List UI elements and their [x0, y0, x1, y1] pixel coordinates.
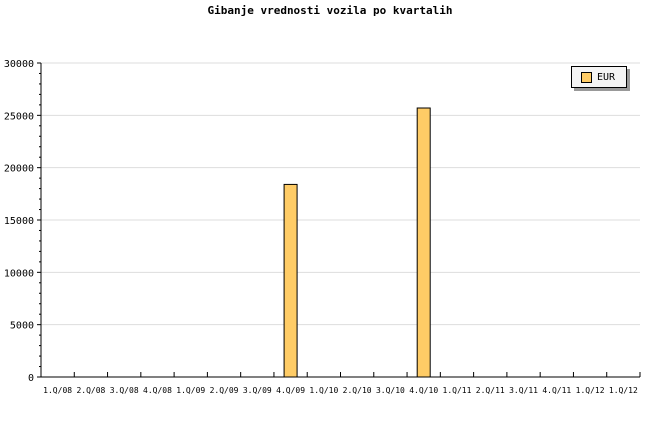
y-tick-label: 0 [28, 373, 34, 384]
x-tick-label: 2.Q/10 [343, 386, 372, 395]
x-tick-label: 1.Q/10 [309, 386, 338, 395]
x-tick-label: 1.Q/09 [176, 386, 205, 395]
x-tick-label: 3.Q/09 [243, 386, 272, 395]
x-tick-label: 1.Q/12 [609, 386, 638, 395]
x-tick-label: 4.Q/11 [542, 386, 571, 395]
x-tick-label: 1.Q/11 [443, 386, 472, 395]
y-tick-label: 25000 [4, 111, 34, 122]
legend-swatch-eur [581, 71, 592, 83]
y-tick-label: 5000 [10, 321, 34, 332]
y-tick-label: 15000 [4, 216, 34, 227]
legend-label-eur: EUR [597, 71, 616, 83]
bar-4.Q/10 [416, 107, 431, 378]
x-tick-label: 3.Q/08 [110, 386, 139, 395]
x-tick-label: 1.Q/12 [576, 386, 605, 395]
x-tick-label: 2.Q/08 [76, 386, 105, 395]
x-tick-label: 4.Q/09 [276, 386, 305, 395]
chart-title: Gibanje vrednosti vozila po kvartalih [207, 4, 453, 17]
x-tick-label: 4.Q/10 [409, 386, 438, 395]
x-tick-label: 4.Q/08 [143, 386, 172, 395]
legend: EUR [571, 66, 627, 88]
bar-4.Q/09 [283, 183, 298, 378]
x-tick-label: 2.Q/11 [476, 386, 505, 395]
x-tick-label: 3.Q/11 [509, 386, 538, 395]
y-tick-label: 10000 [4, 268, 34, 279]
x-tick-label: 2.Q/09 [210, 386, 239, 395]
x-tick-label: 3.Q/10 [376, 386, 405, 395]
x-tick-label: 1.Q/08 [43, 386, 72, 395]
y-tick-label: 30000 [4, 59, 34, 70]
y-tick-label: 20000 [4, 164, 34, 175]
